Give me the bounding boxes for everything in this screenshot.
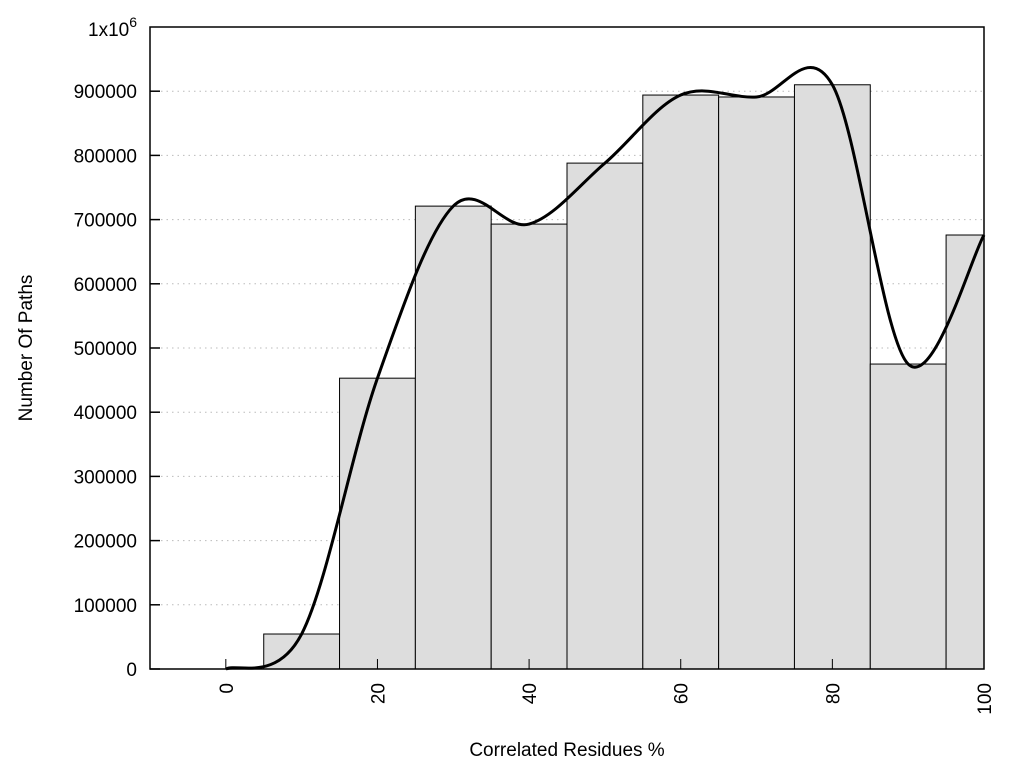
bar-30 [414,205,492,670]
x-tick-label: 60 [672,683,693,704]
y-tick-label: 900000 [74,82,137,103]
x-axis-label: Correlated Residues % [469,740,664,761]
bar-50 [566,162,644,670]
y-tick-label: 200000 [74,532,137,553]
bars [263,84,985,670]
bar-70 [718,96,795,670]
y-tick-label: 100000 [74,596,137,617]
bar-60 [642,94,720,670]
x-tick-label: 20 [368,683,389,704]
y-tick-label: 300000 [74,467,137,488]
x-tick-label: 40 [520,683,541,704]
y-tick-label: 0 [126,660,137,681]
bar-100 [945,234,985,670]
bar-40 [490,223,568,670]
y-tick-label: 700000 [74,211,137,232]
y-tick-label: 600000 [74,275,137,296]
y-axis-ticks: 0 100000 200000 300000 400000 500000 600000 700… [74,82,160,681]
grid-lines [150,90,984,606]
y-tick-label: 800000 [74,146,137,167]
bar-90 [869,363,947,670]
x-axis-ticks: 0 20 40 60 80 100 [217,659,996,715]
smooth-curve [225,66,986,671]
bar-20 [339,377,416,670]
x-tick-label: 80 [823,683,844,704]
x-tick-label: 0 [217,683,238,694]
y-tick-label: 500000 [74,339,137,360]
y-top-label: 1x106 [88,14,137,41]
y-tick-label: 400000 [74,403,137,424]
y-axis-label: Number Of Paths [16,275,37,422]
x-tick-label: 100 [975,683,996,715]
